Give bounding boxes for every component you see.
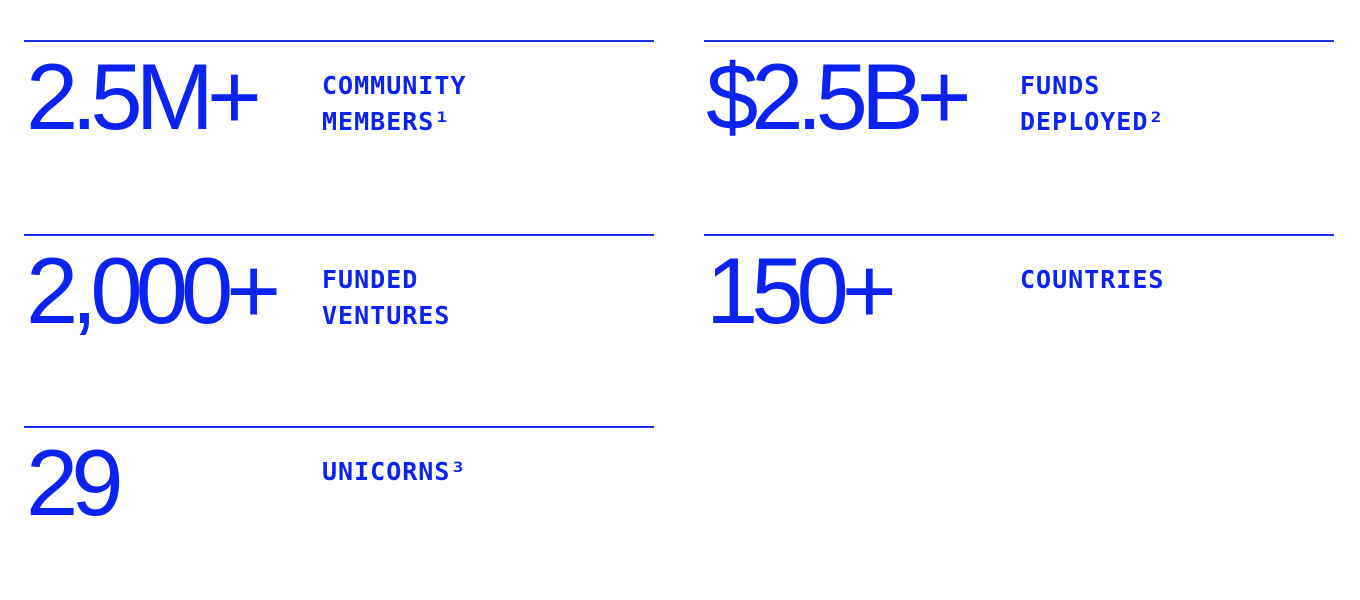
stat-label: UNICORNS³ [322,454,466,490]
stat-label: COUNTRIES [1020,262,1164,298]
stat-label: COMMUNITY MEMBERS¹ [322,68,466,140]
stat-value: 2,000+ [26,238,281,343]
stat-label: FUNDS DEPLOYED² [1020,68,1164,140]
stat-funded-ventures: 2,000+ FUNDED VENTURES [24,234,654,384]
stat-label-line: MEMBERS¹ [322,107,451,136]
stat-value: 29 [26,430,124,535]
stat-countries: 150+ COUNTRIES [704,234,1334,384]
stat-label-line: FUNDS [1020,71,1101,100]
stat-label-line: DEPLOYED² [1020,107,1165,136]
stat-value: 2.5M+ [26,44,262,149]
stat-community-members: 2.5M+ COMMUNITY MEMBERS¹ [24,40,654,190]
stat-unicorns: 29 UNICORNS³ [24,426,654,576]
stat-value: $2.5B+ [706,44,972,149]
stat-label-line: FUNDED [322,265,419,294]
stat-label: FUNDED VENTURES [322,262,450,334]
stat-funds-deployed: $2.5B+ FUNDS DEPLOYED² [704,40,1334,190]
stat-value: 150+ [706,238,897,343]
stat-label-line: COUNTRIES [1020,265,1165,294]
stat-label-line: UNICORNS³ [322,457,467,486]
stat-label-line: VENTURES [322,301,451,330]
stat-label-line: COMMUNITY [322,71,467,100]
